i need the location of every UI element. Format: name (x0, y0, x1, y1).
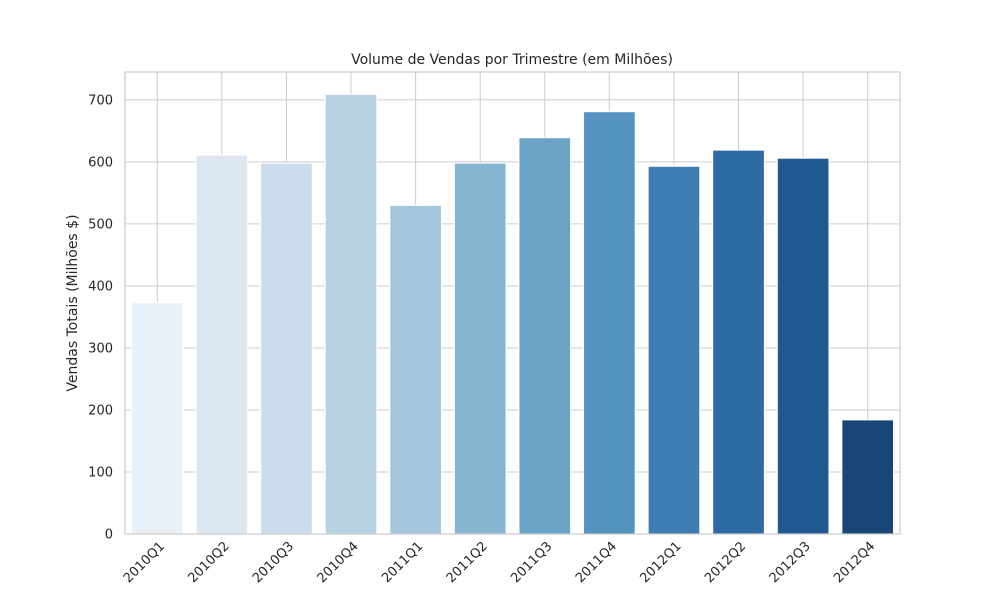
x-tick-label: 2010Q2 (185, 539, 232, 586)
y-axis-label: Vendas Totais (Milhões $) (65, 214, 81, 391)
y-tick-label: 200 (88, 403, 113, 418)
x-axis-ticks: 2010Q1 2010Q2 2010Q3 2010Q4 2011Q1 2011Q2 2011… (121, 539, 879, 586)
y-tick-label: 0 (105, 528, 113, 543)
bars (130, 93, 895, 535)
y-tick-label: 300 (88, 341, 113, 356)
y-axis-ticks: 0 100 200 300 400 500 600 700 (88, 93, 113, 542)
bar-2012Q2 (712, 149, 765, 535)
plot-frame (124, 71, 901, 535)
bar-2010Q4 (324, 93, 378, 535)
y-tick-label: 700 (88, 93, 113, 108)
bar-2010Q1 (130, 302, 184, 535)
x-tick-label: 2012Q4 (831, 539, 878, 586)
bar-2010Q2 (195, 154, 249, 535)
x-tick-label: 2010Q3 (250, 539, 297, 586)
bar-2011Q1 (389, 204, 442, 535)
y-tick-label: 400 (88, 279, 113, 294)
x-tick-label: 2011Q1 (379, 539, 426, 586)
x-tick-label: 2012Q2 (702, 539, 749, 586)
bar-2011Q4 (583, 111, 636, 535)
x-tick-label: 2010Q4 (315, 539, 362, 586)
bar-2010Q3 (260, 162, 313, 535)
bar-2011Q2 (453, 162, 507, 535)
x-tick-label: 2011Q3 (508, 539, 555, 586)
chart-title: Volume de Vendas por Trimestre (em Milhõ… (351, 52, 673, 68)
x-tick-label: 2012Q1 (638, 539, 685, 586)
y-tick-label: 500 (88, 217, 113, 232)
x-tick-label: 2012Q3 (767, 539, 814, 586)
x-tick-label: 2010Q1 (121, 539, 168, 586)
bar-2012Q3 (776, 157, 830, 535)
bar-2012Q1 (647, 165, 701, 535)
y-tick-label: 600 (88, 155, 113, 170)
y-tick-label: 100 (88, 465, 113, 480)
bar-2011Q3 (518, 137, 572, 535)
bar-2012Q4 (841, 419, 895, 535)
x-tick-label: 2011Q4 (573, 539, 620, 586)
x-tick-label: 2011Q2 (444, 539, 491, 586)
